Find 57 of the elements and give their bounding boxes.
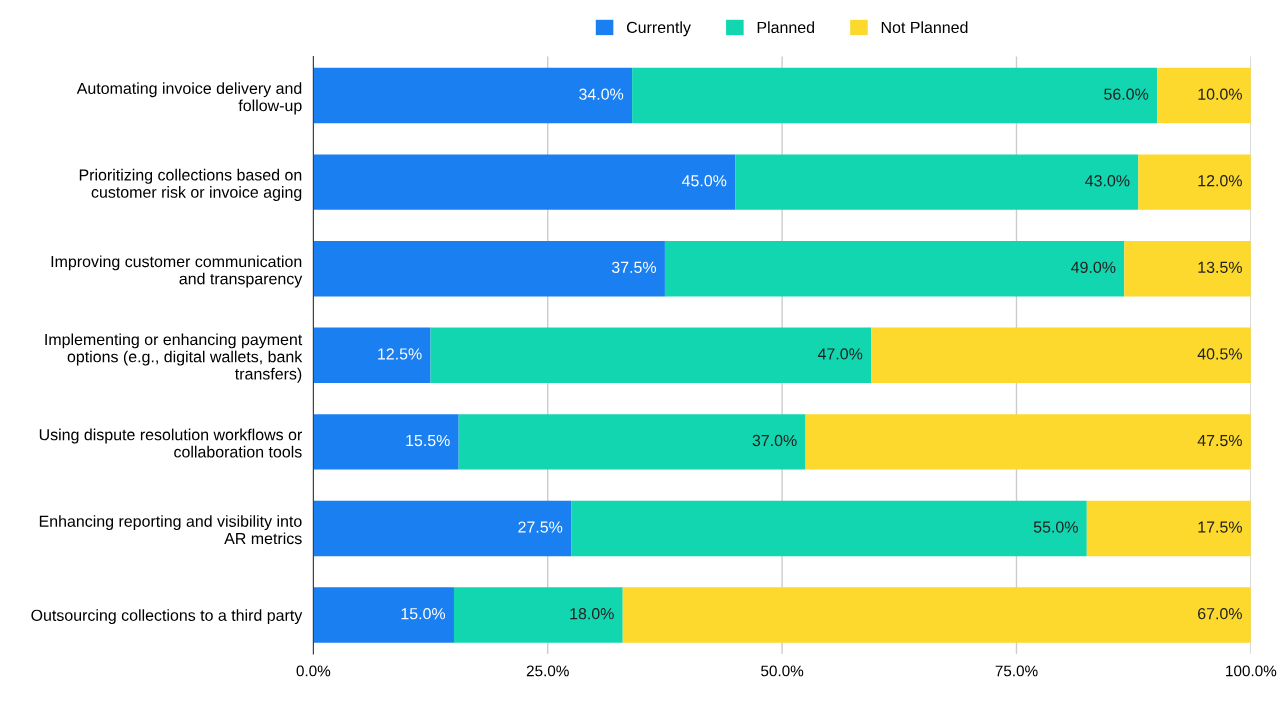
data-label: 10.0% [1198, 88, 1242, 100]
data-label: 18.0% [570, 607, 614, 620]
bar [571, 500, 1087, 557]
data-label: 12.0% [1198, 175, 1242, 187]
bar [871, 327, 1251, 383]
legend-label: Planned [757, 21, 815, 34]
legend-label: Currently [626, 21, 691, 37]
bar [313, 67, 633, 124]
bar [313, 500, 572, 557]
data-label: 27.5% [518, 521, 563, 533]
bar [458, 414, 806, 470]
x-tick-label: 100.0% [1226, 665, 1277, 677]
bar [1157, 67, 1251, 124]
bar [313, 587, 454, 643]
data-label: 45.0% [681, 175, 727, 187]
data-label: 15.5% [406, 434, 450, 447]
data-label: 67.0% [1198, 607, 1242, 620]
bar [1086, 500, 1251, 557]
bar [1124, 240, 1251, 297]
y-tick-label: Enhancing reporting and visibility into AR metrics [39, 515, 302, 545]
bar [313, 240, 665, 297]
y-tick-label: Improving customer communication and transparency [51, 255, 303, 288]
x-tick-label: 50.0% [761, 665, 804, 677]
bar [313, 154, 736, 210]
data-label: 15.0% [401, 607, 446, 620]
data-label: 56.0% [1104, 88, 1149, 100]
bar [632, 67, 1158, 124]
bar [1138, 154, 1251, 210]
bar [313, 414, 459, 470]
x-tick-label: 25.0% [526, 665, 569, 677]
data-label: 34.0% [579, 88, 624, 100]
data-label: 37.0% [752, 434, 797, 447]
y-tick-label: Implementing or enhancing payment options (e.g., digital wallets, bank transfers) [45, 333, 303, 383]
data-label: 47.5% [1197, 434, 1242, 447]
bar [313, 327, 431, 383]
data-label: 13.5% [1198, 261, 1242, 273]
data-label: 47.0% [817, 348, 863, 360]
data-label: 17.5% [1198, 521, 1242, 533]
bar [622, 587, 1251, 643]
bar [805, 414, 1251, 470]
data-label: 43.0% [1085, 175, 1130, 187]
bar [453, 587, 623, 643]
data-label: 40.5% [1197, 348, 1242, 360]
bar [430, 327, 872, 383]
data-label: 55.0% [1033, 521, 1078, 533]
legend-label: Not Planned [881, 21, 968, 34]
y-tick-label: Using dispute resolution workflows or collaboration tools [39, 428, 302, 458]
y-tick-label: Automating invoice delivery and follow-up [76, 82, 302, 115]
data-label: 37.5% [611, 261, 657, 273]
y-tick-label: Outsourcing collections to a third party [31, 609, 303, 625]
data-label: 49.0% [1071, 261, 1116, 273]
data-label: 12.5% [378, 348, 422, 360]
x-tick-label: 0.0% [296, 665, 331, 677]
x-tick-label: 75.0% [995, 665, 1038, 677]
bar [664, 240, 1125, 297]
y-tick-label: Prioritizing collections based on customer risk or invoice aging [79, 168, 302, 201]
bar [735, 154, 1139, 210]
